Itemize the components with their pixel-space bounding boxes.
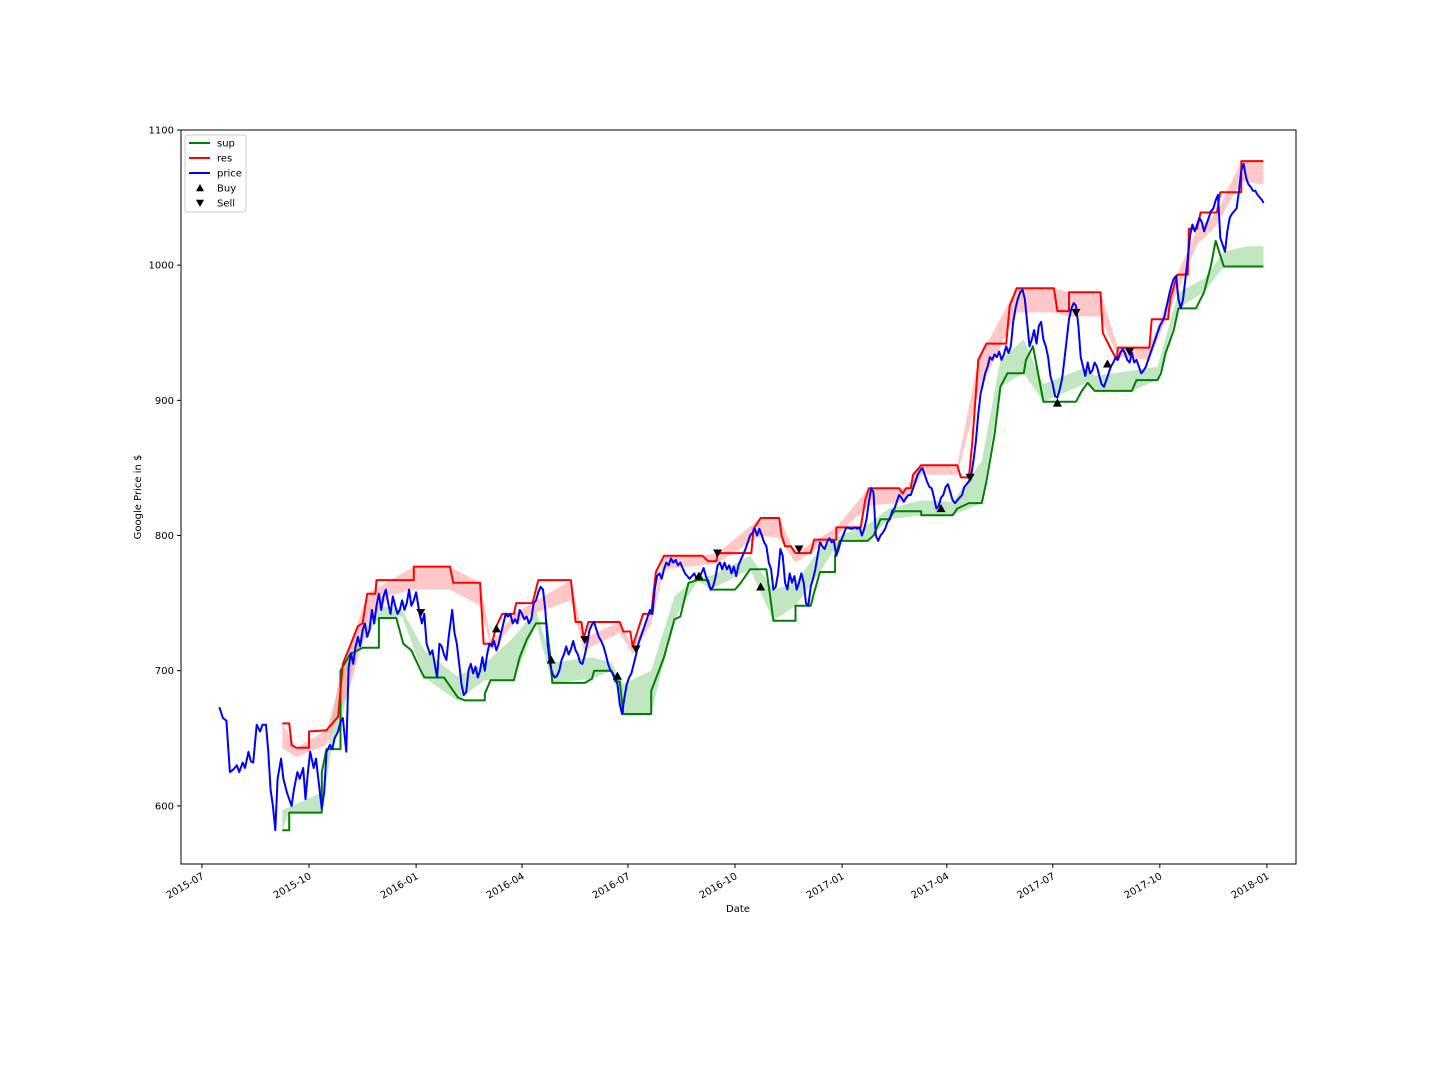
plot-frame xyxy=(180,129,1297,865)
y-tick-label: 1100 xyxy=(149,126,174,137)
fill-bands xyxy=(282,161,1264,831)
sell-marker xyxy=(794,545,804,554)
sell-marker xyxy=(1071,308,1081,317)
x-axis-label: Date xyxy=(726,904,750,915)
sup-line xyxy=(282,239,1264,832)
sell-marker xyxy=(631,645,641,654)
legend-res-label: res xyxy=(217,154,232,165)
buy-marker xyxy=(546,655,556,664)
buy-marker xyxy=(756,582,766,591)
legend-buy-label: Buy xyxy=(217,184,236,195)
legend-price-label: price xyxy=(217,169,242,180)
legend-sup-label: sup xyxy=(217,139,235,150)
signal-markers xyxy=(416,308,1135,680)
sell-marker xyxy=(965,473,975,482)
y-axis: 600 700 800 900 1000 1100 xyxy=(149,126,181,812)
legend-box xyxy=(184,134,247,213)
buy-marker xyxy=(1102,359,1112,368)
y-tick-label: 800 xyxy=(155,531,174,542)
legend-sell-swatch xyxy=(196,199,204,207)
y-tick-label: 1000 xyxy=(149,261,174,272)
buy-marker xyxy=(491,624,501,633)
buy-marker xyxy=(936,503,946,513)
buy-marker xyxy=(694,571,704,580)
res-line xyxy=(282,160,1264,749)
sell-marker xyxy=(580,636,590,645)
legend-buy-swatch xyxy=(196,184,204,192)
y-tick-label: 900 xyxy=(155,396,174,407)
buy-marker xyxy=(612,671,622,680)
y-axis-label: Google Price in $ xyxy=(133,455,144,540)
sell-marker xyxy=(416,608,426,618)
buy-marker xyxy=(1052,398,1062,407)
legend-sell-label: Sell xyxy=(217,199,235,210)
legend: sup res price Buy Sell xyxy=(184,134,247,213)
sell-marker xyxy=(1125,348,1135,357)
sell-marker xyxy=(713,549,723,558)
res_band-area xyxy=(282,161,1264,758)
y-tick-label: 600 xyxy=(155,801,174,812)
y-tick-label: 700 xyxy=(155,666,174,677)
series-lines xyxy=(218,160,1265,832)
price-line xyxy=(218,162,1265,832)
